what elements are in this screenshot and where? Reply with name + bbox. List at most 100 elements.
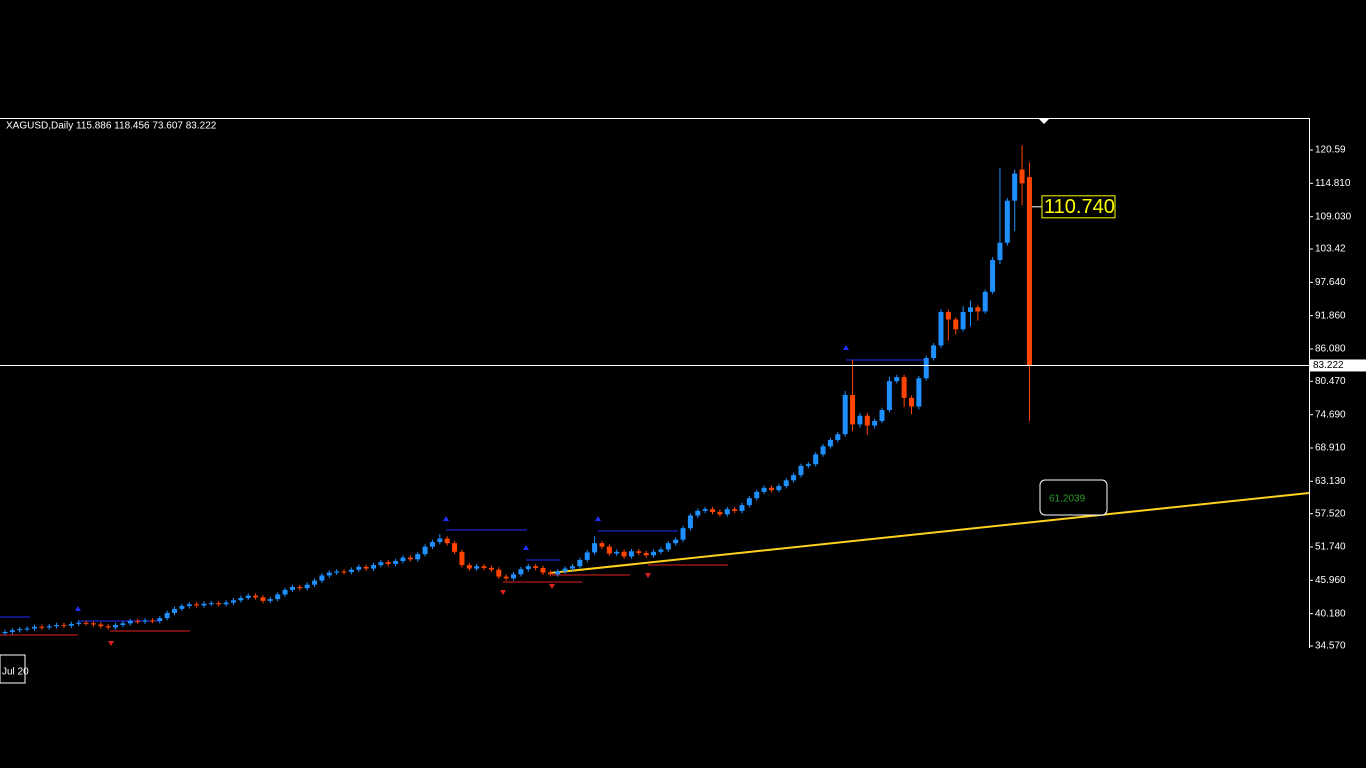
trendline-label-box xyxy=(1039,479,1108,516)
arrow xyxy=(843,345,849,350)
arrow xyxy=(595,516,601,521)
candle-body xyxy=(326,572,332,576)
candle-body xyxy=(348,569,354,573)
ohlc: 115.886 118.456 73.607 83.222 xyxy=(76,121,217,132)
candle-body xyxy=(356,566,362,570)
candle-body xyxy=(835,434,841,440)
candle-body xyxy=(967,307,973,312)
candle-body xyxy=(695,510,701,516)
candle-body xyxy=(864,415,870,426)
candle-body xyxy=(717,512,723,515)
candle-body xyxy=(98,624,104,627)
candle-body xyxy=(260,597,266,601)
candle-body xyxy=(960,311,966,330)
candle-body xyxy=(1026,177,1032,366)
candle-body xyxy=(518,569,524,575)
y-tick-label: 40.180 xyxy=(1315,608,1346,619)
candle-body xyxy=(525,566,531,570)
y-tick-label: 57.520 xyxy=(1315,508,1346,519)
candle-body xyxy=(297,586,303,589)
trendline xyxy=(549,492,1310,574)
candle-body xyxy=(577,559,583,567)
candle-body xyxy=(768,487,774,491)
candle-body xyxy=(216,603,222,605)
candle-body xyxy=(636,551,642,553)
y-tick-label: 120.59 xyxy=(1315,145,1346,156)
candle-body xyxy=(422,546,428,555)
candle-body xyxy=(83,622,89,624)
candle-body xyxy=(230,600,236,603)
candle-body xyxy=(886,381,892,410)
candle-body xyxy=(400,557,406,562)
candle-body xyxy=(149,620,155,622)
candle-body xyxy=(901,377,907,398)
y-tick-label: 74.690 xyxy=(1315,409,1346,420)
candle-body xyxy=(61,625,67,627)
candle-body xyxy=(179,606,185,609)
candle-body xyxy=(1019,169,1025,184)
y-tick-label: 45.960 xyxy=(1315,575,1346,586)
candle-body xyxy=(982,291,988,312)
candle-body xyxy=(127,621,133,624)
candle-body xyxy=(9,630,15,632)
candle-body xyxy=(371,565,376,569)
candle-body xyxy=(437,538,443,543)
candle-body xyxy=(842,395,848,435)
candle-body xyxy=(938,311,944,346)
candle-body xyxy=(186,604,192,607)
candle-body xyxy=(1012,173,1018,201)
candle-body xyxy=(481,566,487,568)
y-tick-label: 103.42 xyxy=(1315,244,1346,255)
candle-body xyxy=(739,505,745,511)
arrow xyxy=(75,606,81,611)
candle-body xyxy=(2,631,8,634)
candle-body xyxy=(496,569,502,577)
candle-body xyxy=(142,620,148,622)
candle-body xyxy=(628,551,634,557)
y-tick-label: 114.810 xyxy=(1315,178,1351,189)
y-tick-label: 51.740 xyxy=(1315,542,1346,553)
candle-body xyxy=(658,549,664,552)
candle-body xyxy=(312,580,318,585)
y-tick-label: 63.130 xyxy=(1315,476,1346,487)
candle-body xyxy=(194,604,200,606)
candle-body xyxy=(945,311,951,320)
candle-body xyxy=(805,464,811,466)
candle-body xyxy=(783,480,789,487)
candle-body xyxy=(931,345,937,359)
candle-body xyxy=(879,409,885,421)
candle-body xyxy=(953,319,959,330)
candle-body xyxy=(857,415,863,425)
arrow xyxy=(645,573,651,578)
candle-body xyxy=(90,623,96,625)
candle-body xyxy=(223,602,229,605)
candle-body xyxy=(415,554,421,560)
candle-body xyxy=(827,439,833,447)
candle-body xyxy=(459,551,465,566)
candle-body xyxy=(606,546,612,554)
candle-body xyxy=(820,446,826,455)
arrow xyxy=(523,545,529,550)
arrow xyxy=(108,641,114,646)
candle-body xyxy=(46,626,52,628)
fractal-levels xyxy=(0,359,926,636)
candle-body xyxy=(592,543,598,553)
candle-body xyxy=(761,487,767,492)
candle-body xyxy=(997,242,1003,261)
y-tick-label: 97.640 xyxy=(1315,277,1346,288)
candle-body xyxy=(680,528,686,540)
candle-body xyxy=(105,626,111,628)
candle-body xyxy=(503,576,509,579)
candle-body xyxy=(39,626,45,628)
shift-marker xyxy=(1039,119,1049,124)
candle-body xyxy=(452,543,458,552)
candle-body xyxy=(746,498,752,506)
candle-body xyxy=(511,574,517,579)
fractal-arrows xyxy=(75,345,849,646)
candle-body xyxy=(17,629,23,631)
y-tick-label: 34.570 xyxy=(1315,641,1346,652)
symbol: XAGUSD,Daily xyxy=(6,121,73,132)
candle-body xyxy=(584,552,590,560)
candle-body xyxy=(533,566,539,568)
